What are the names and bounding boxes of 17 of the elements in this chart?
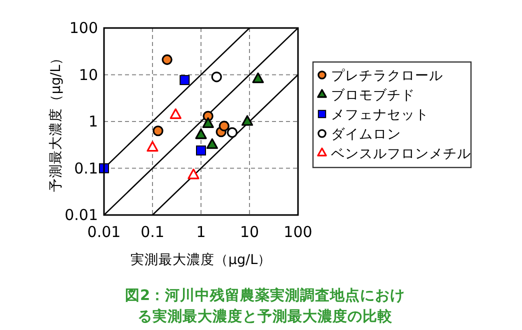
legend-label: プレチラクロール	[331, 68, 443, 84]
legend-label: ベンスルフロンメチル	[331, 146, 471, 162]
x-tick-label: 0.1	[140, 223, 164, 241]
y-axis-title: 予測最大濃度（μg/L）	[48, 50, 64, 192]
legend-label: ダイムロン	[331, 126, 401, 142]
legend-label: メフェナセット	[331, 107, 429, 123]
x-tick-label: 100	[284, 223, 312, 241]
y-tick-label: 100	[69, 19, 98, 37]
y-tick-label: 1	[88, 112, 98, 130]
x-axis-title: 実測最大濃度（μg/L）	[130, 252, 272, 268]
x-tick-label: 10	[240, 223, 260, 241]
text: 図2：河川中残留農薬実測調査地点における実測最大濃度と予測最大濃度の比較	[124, 286, 406, 325]
y-tick-label: 0.01	[64, 206, 98, 224]
x-tick-label: 1	[196, 223, 206, 241]
y-tick-label: 10	[78, 66, 98, 84]
y-tick-label: 0.1	[74, 159, 98, 178]
legend-label: ブロモブチド	[331, 88, 415, 104]
